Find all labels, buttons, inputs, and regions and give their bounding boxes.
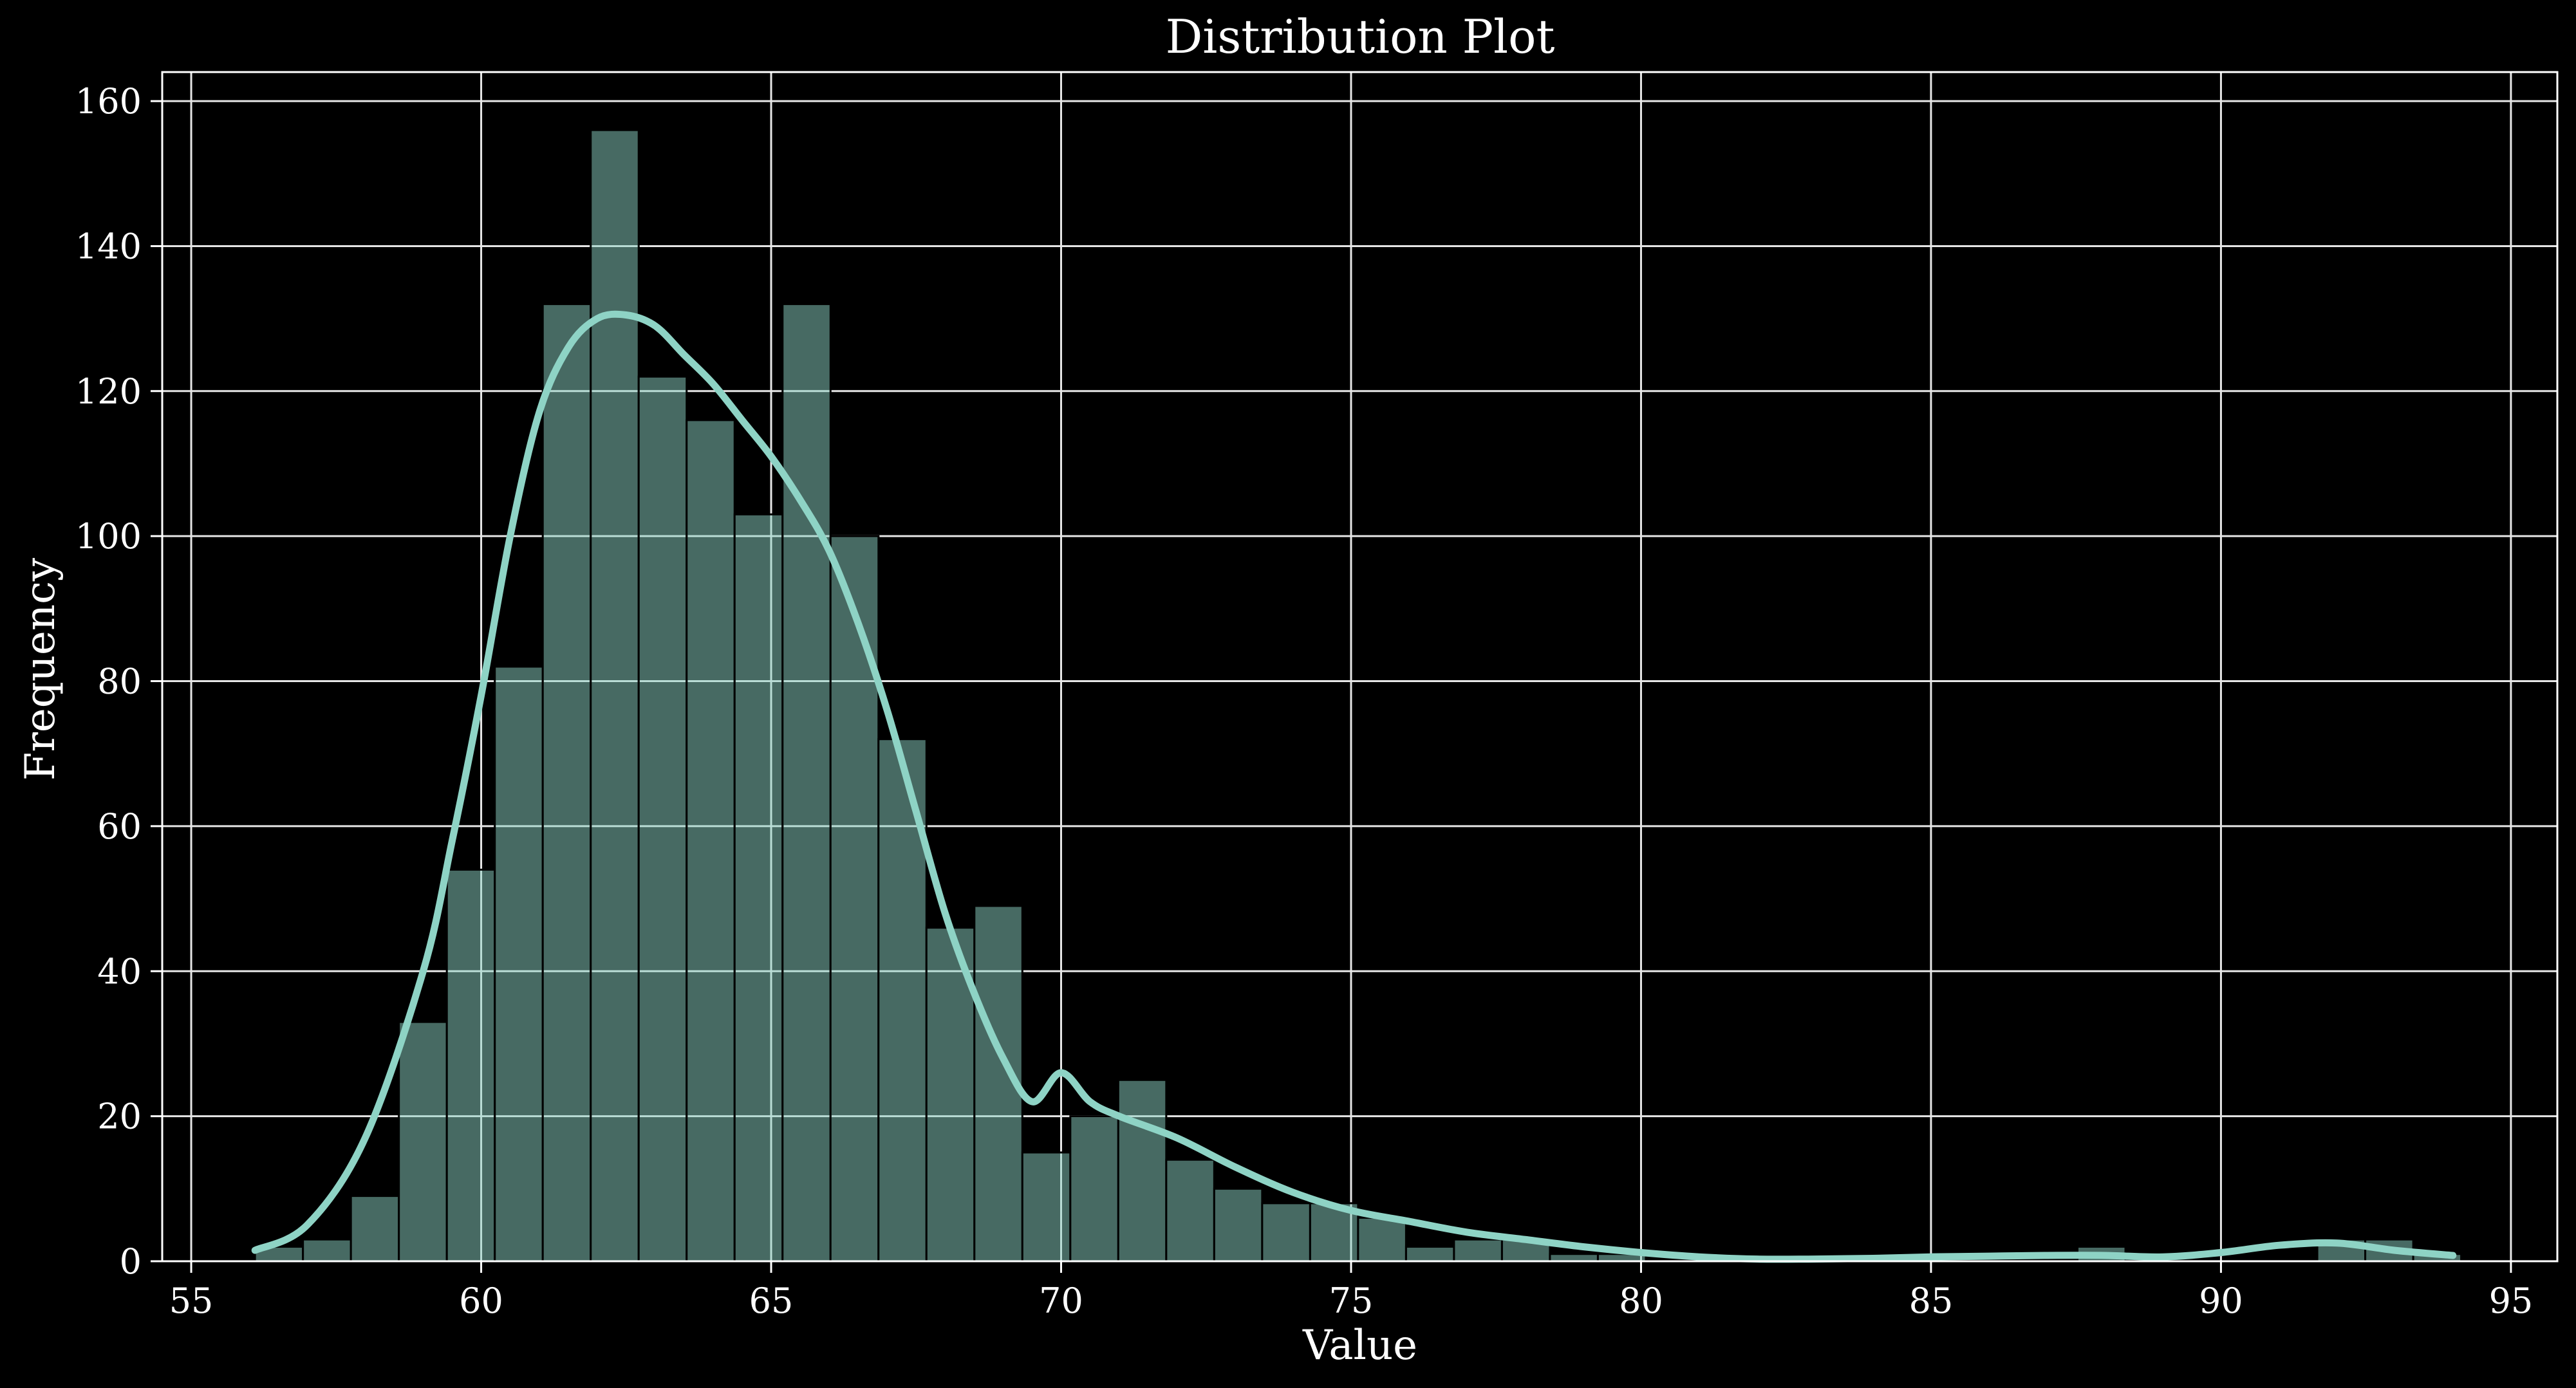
kde-curve-layer [251,310,2457,1263]
histogram-bar [590,129,640,1263]
y-tick-label: 0 [120,1241,142,1282]
y-tick-label: 120 [75,371,142,412]
histogram-bar [733,513,784,1263]
x-tick-label: 90 [2199,1281,2243,1321]
y-tick-label: 60 [97,806,142,847]
histogram-bar [686,419,736,1263]
y-tick-label: 20 [97,1097,142,1137]
y-tick-label: 160 [75,81,142,122]
y-tick-label: 80 [97,662,142,702]
histogram-bar [1213,1187,1264,1263]
histogram-bar [781,303,832,1263]
histogram-bar [1453,1238,1503,1263]
x-tick-label: 65 [749,1281,794,1321]
histogram-bar [302,1238,352,1263]
histogram-bar [829,535,880,1263]
histogram-bar [541,303,592,1263]
histogram-bar [350,1195,400,1263]
histogram-bar [1117,1078,1168,1263]
x-tick-label: 55 [169,1281,214,1321]
x-tick-label: 85 [1909,1281,1954,1321]
histogram-bar [1165,1158,1215,1263]
histogram-bar [637,375,688,1263]
x-tick-label: 80 [1619,1281,1663,1321]
histogram-bar [398,1021,448,1263]
plot-frame [161,71,2559,1263]
x-tick-label: 75 [1329,1281,1374,1321]
y-tick-label: 140 [75,226,142,266]
histogram-bar [1357,1216,1407,1263]
y-tick-label: 100 [75,516,142,557]
histogram-bar [445,869,496,1263]
axis-ticks: 55 60 65 70 75 80 85 90 95 0 20 40 60 80 100 120 140 160 [75,81,2533,1321]
x-tick-label: 70 [1039,1281,1083,1321]
x-axis-label: Value [1302,1322,1417,1369]
kde-curve [251,310,2457,1263]
histogram-bar [1069,1115,1119,1263]
histogram-bar [925,927,976,1263]
y-tick-label: 40 [97,951,142,992]
histogram-bar [494,665,544,1263]
histogram-bar [1021,1151,1072,1263]
chart-title: Distribution Plot [1166,10,1555,64]
y-axis-label: Frequency [17,558,64,781]
histogram-bar [1405,1245,1455,1263]
histogram-bar [1549,1253,1599,1263]
x-tick-label: 95 [2489,1281,2534,1321]
x-tick-label: 60 [459,1281,503,1321]
histogram-bar [1261,1202,1311,1263]
